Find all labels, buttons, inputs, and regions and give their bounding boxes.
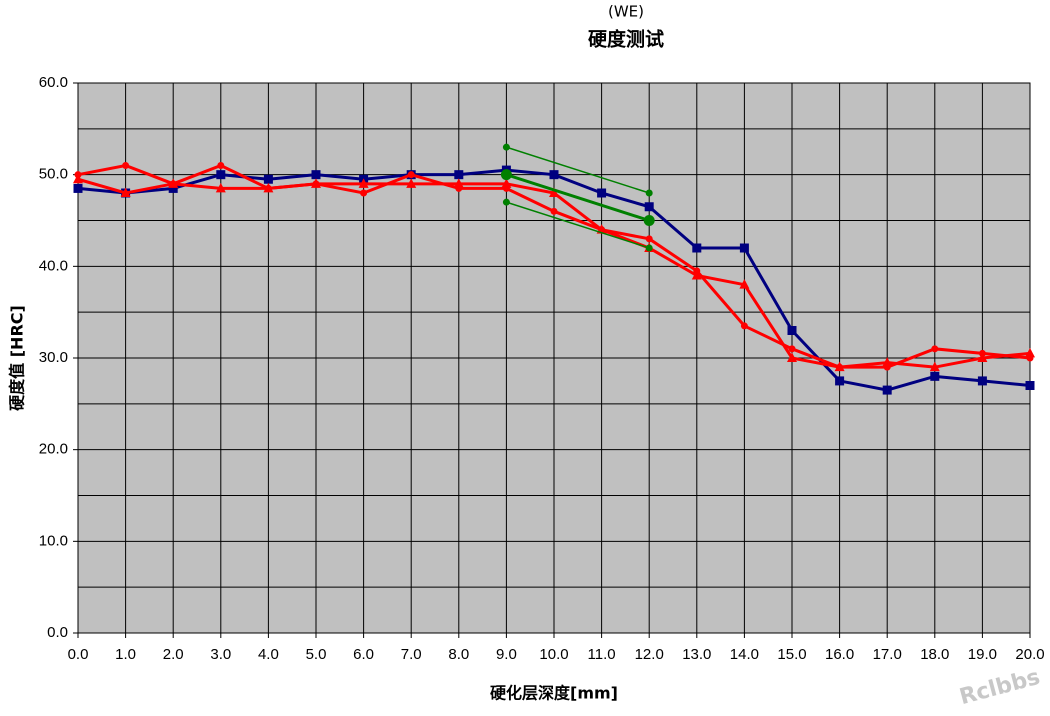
marker [645,244,653,252]
marker [835,376,845,386]
x-tick-label: 7.0 [401,646,422,663]
marker [215,182,226,193]
marker [597,188,607,198]
x-tick-label: 10.0 [539,646,568,663]
marker [645,189,653,197]
x-tick-label: 18.0 [920,646,949,663]
marker [693,267,701,275]
marker [168,183,178,193]
marker [1026,354,1034,362]
x-tick-label: 4.0 [258,646,279,663]
x-tick-label: 11.0 [588,646,616,663]
x-tick-label: 1.0 [115,646,136,663]
marker [73,183,83,193]
marker [549,187,559,197]
y-axis-label: 硬度值 [HRC] [8,305,27,411]
marker [1025,347,1035,358]
series-line [505,173,650,222]
marker [407,171,415,179]
marker [169,180,177,188]
y-tick-label: 30.0 [39,349,68,366]
chart-subtitle: (WE) [608,3,644,21]
marker [455,184,463,192]
marker [501,178,512,188]
x-tick-label: 17.0 [873,646,902,663]
marker [263,174,273,184]
x-tick-label: 6.0 [353,646,374,663]
x-tick-label: 2.0 [163,646,184,663]
marker [502,198,510,206]
marker [691,270,702,280]
marker [122,162,130,169]
marker [836,363,844,371]
y-tick-label: 20.0 [39,441,68,458]
x-tick-label: 16.0 [825,646,854,663]
marker [883,363,891,371]
marker [502,143,510,151]
marker [73,173,83,184]
y-tick-label: 50.0 [39,166,68,183]
x-tick-label: 14.0 [730,646,759,663]
marker [406,178,417,188]
marker [453,178,464,188]
marker [692,243,702,253]
x-tick-label: 5.0 [306,646,327,663]
marker [882,357,893,367]
marker [931,345,939,353]
marker [788,345,796,353]
marker [454,170,464,180]
x-tick-label: 12.0 [635,646,664,663]
marker [550,207,558,215]
marker [787,352,797,362]
x-axis-label: 硬化层深度[mm] [490,684,618,703]
x-tick-label: 13.0 [682,646,711,663]
marker [500,169,512,181]
marker [977,376,987,386]
marker [739,243,749,253]
x-tick-label: 15.0 [777,646,806,663]
marker [360,189,368,197]
marker [74,171,82,179]
x-tick-label: 9.0 [496,646,517,663]
x-tick-label: 0.0 [68,646,89,663]
marker [217,162,225,169]
y-tick-label: 0.0 [47,624,68,641]
x-tick-label: 3.0 [210,646,231,663]
x-tick-label: 8.0 [448,646,469,663]
marker [502,184,510,192]
watermark: Rclbbs [957,665,1043,710]
marker [216,170,226,180]
marker [929,361,940,372]
marker [882,385,892,395]
marker [1025,381,1035,390]
marker [311,170,321,180]
marker [787,326,797,335]
y-tick-label: 10.0 [39,532,68,549]
marker [643,215,655,226]
marker [549,170,559,180]
marker [644,202,654,212]
y-tick-label: 60.0 [39,74,68,91]
marker [358,178,369,188]
marker [264,184,272,192]
marker [739,279,750,289]
chart-title: 硬度测试 [588,28,664,51]
marker [312,180,320,188]
marker [740,322,748,330]
marker [120,187,131,197]
y-tick-label: 40.0 [39,257,68,274]
marker [645,235,653,243]
series-line [506,201,650,249]
marker [978,349,986,357]
x-tick-label: 19.0 [968,646,997,663]
series-line [506,146,650,194]
marker [977,352,988,362]
x-tick-label: 20.0 [1015,646,1044,663]
marker [930,371,940,381]
